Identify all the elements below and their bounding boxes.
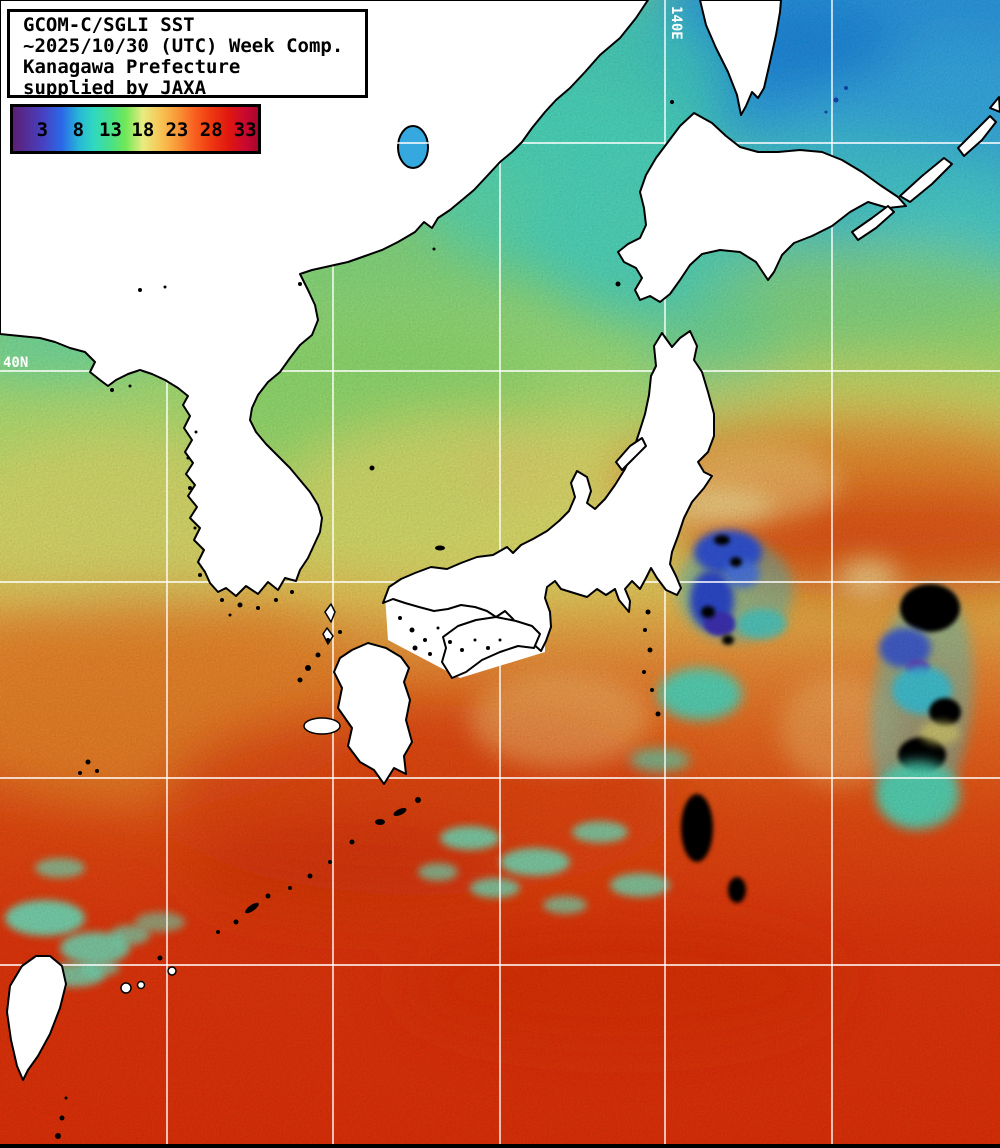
title-region: Kanagawa Prefecture bbox=[23, 56, 241, 78]
land-honshu bbox=[382, 330, 715, 652]
lake-khanka bbox=[397, 125, 429, 169]
colorbar-tick: 3 bbox=[36, 119, 49, 141]
land-kyushu bbox=[333, 642, 413, 785]
land-tsushima bbox=[322, 603, 336, 645]
land-sado-island bbox=[615, 437, 647, 471]
title-date: ~2025/10/30 (UTC) Week Comp. bbox=[23, 35, 344, 57]
latitude-label-40n: 40N bbox=[3, 355, 28, 371]
colorbar-tick: 8 bbox=[72, 119, 85, 141]
land-taiwan bbox=[6, 955, 67, 1081]
land-yaeyama-islands bbox=[120, 966, 177, 994]
sst-colorbar: 3 8 13 18 23 28 33 bbox=[10, 104, 261, 154]
colorbar-tick: 28 bbox=[199, 119, 223, 141]
title-credit: supplied by JAXA bbox=[23, 77, 207, 99]
title-product: GCOM-C/SGLI SST bbox=[23, 14, 195, 36]
bottom-edge-strip bbox=[0, 1144, 1000, 1148]
colorbar-tick: 13 bbox=[99, 119, 122, 141]
land-sakhalin bbox=[699, 0, 782, 116]
land-hokkaido bbox=[617, 112, 907, 303]
title-box: GCOM-C/SGLI SST ~2025/10/30 (UTC) Week C… bbox=[7, 9, 368, 99]
colorbar-tick: 23 bbox=[165, 119, 189, 141]
island-specks bbox=[55, 86, 848, 1139]
land-shikoku bbox=[441, 616, 541, 679]
colorbar-tick: 18 bbox=[131, 119, 155, 141]
longitude-label-140e: 140E bbox=[668, 6, 684, 40]
land-jeju-island bbox=[303, 717, 341, 735]
colorbar-tick: 33 bbox=[233, 119, 257, 141]
